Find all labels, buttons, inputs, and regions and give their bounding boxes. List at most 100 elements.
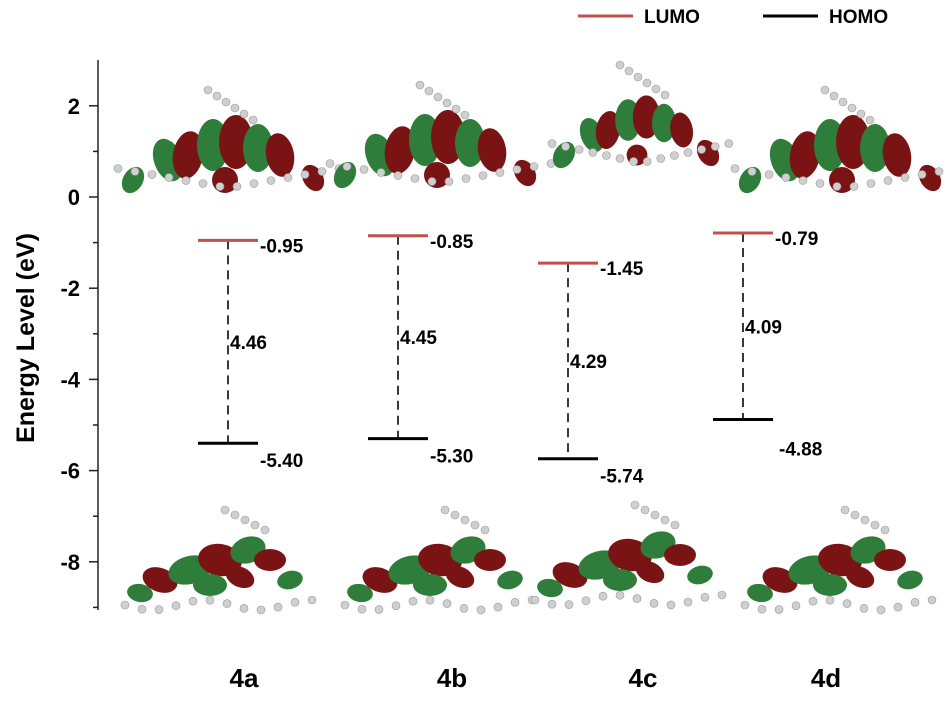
atom-sphere [147, 170, 157, 179]
atom-sphere [630, 500, 640, 510]
orbital-lobe [445, 565, 475, 589]
atom-sphere [893, 602, 903, 612]
atom-sphere [757, 604, 767, 614]
atom-sphere [203, 85, 213, 95]
energy-levels: -0.95 -5.40 4.46 -0.85 -5.30 4.45 -1.45 -5.74 4.… [198, 229, 822, 488]
atom-sphere [359, 165, 369, 174]
atom-sphere [120, 600, 130, 610]
atom-sphere [615, 590, 625, 600]
atom-sphere [470, 520, 480, 530]
atom-sphere [212, 91, 222, 101]
atom-sphere [451, 104, 461, 114]
atom-sphere [248, 115, 258, 125]
gap-value-label: 4.29 [570, 352, 607, 373]
y-tick-label: -6 [60, 459, 80, 484]
atom-sphere [574, 145, 584, 154]
atom-sphere [683, 597, 693, 607]
atom-sphere [478, 171, 488, 180]
atom-sphere [188, 596, 198, 606]
atom-sphere [221, 97, 231, 107]
orbital-lobe [897, 570, 923, 590]
atom-sphere [476, 605, 486, 615]
atom-sphere [629, 157, 638, 166]
gap-value-label: 4.46 [230, 333, 267, 354]
legend-homo-label: HOMO [829, 7, 888, 28]
y-axis-title: Energy Level (eV) [12, 233, 40, 443]
atom-sphere [220, 505, 230, 515]
atom-sphere [442, 98, 452, 108]
atom-sphere [450, 510, 460, 520]
atom-sphere [460, 515, 470, 525]
atom-sphere [230, 510, 240, 520]
atom-sphere [529, 162, 539, 171]
atom-sphere [856, 109, 866, 119]
atom-sphere [376, 168, 386, 177]
atom-sphere [442, 599, 452, 608]
orbital-lobe [664, 544, 696, 566]
atom-sphere [530, 595, 540, 605]
orbital-lobe [225, 565, 255, 589]
atom-sphere [460, 110, 470, 120]
orbital-lobe [874, 549, 906, 571]
orbital-lobe [696, 139, 720, 167]
atom-sphere [847, 103, 857, 113]
atom-sphere [700, 592, 710, 602]
atom-sphere [880, 525, 890, 535]
atom-sphere [934, 167, 944, 176]
atom-sphere [239, 109, 249, 119]
atom-sphere [927, 595, 937, 605]
atom-sphere [850, 510, 860, 520]
atom-sphere [205, 595, 215, 605]
atom-sphere [230, 103, 240, 113]
lumo-value-label: -1.45 [600, 259, 644, 280]
atom-sphere [433, 92, 443, 102]
orbital-lobe [301, 164, 325, 192]
orbital-lobe [243, 124, 273, 172]
orbital-lobe [882, 133, 912, 177]
atom-sphere [642, 157, 652, 166]
y-tick-label: -4 [60, 367, 80, 392]
atom-sphere [249, 179, 259, 188]
atom-sphere [164, 173, 174, 182]
orbital-lobe [595, 110, 621, 150]
orbital-lobe [254, 549, 286, 571]
atom-sphere [624, 66, 634, 76]
gap-value-label: 4.45 [400, 328, 437, 349]
atom-sphere [239, 603, 249, 613]
atom-sphere [425, 595, 435, 605]
atom-sphere [642, 78, 652, 88]
atom-sphere [866, 179, 876, 188]
homo-value-label: -4.88 [779, 440, 822, 461]
atom-sphere [440, 505, 450, 515]
atom-sphere [512, 165, 522, 174]
atom-sphere [393, 171, 403, 180]
atom-sphere [547, 599, 557, 609]
atom-sphere [181, 176, 191, 185]
atom-sphere [154, 605, 164, 614]
y-tick-label: -8 [60, 550, 80, 575]
atom-sphere [547, 139, 557, 148]
atom-sphere [561, 142, 570, 151]
orbital-lobe [552, 141, 576, 169]
atom-sphere [820, 85, 830, 95]
orbital-lobe [413, 574, 447, 596]
atom-sphere [581, 596, 591, 606]
atom-sphere [747, 167, 757, 176]
orbital-lobe [455, 119, 485, 167]
atom-sphere [649, 598, 659, 608]
orbital-lobe [497, 570, 523, 590]
orbital-lobe [918, 164, 942, 192]
atom-sphere [598, 591, 608, 601]
atom-sphere [493, 602, 503, 612]
atom-sphere [602, 151, 611, 160]
orbital-lobe [635, 560, 665, 584]
orbital-lobe [193, 574, 227, 596]
orbital-lobe [513, 159, 537, 187]
atom-sphere [660, 90, 670, 100]
atom-sphere [656, 154, 666, 163]
atom-sphere [870, 520, 880, 530]
atom-sphere [283, 173, 293, 182]
y-axis: 2 0 -2 -4 -6 -8 [60, 60, 99, 610]
orbital-lobe [813, 574, 847, 596]
orbital-lobe [384, 126, 416, 174]
